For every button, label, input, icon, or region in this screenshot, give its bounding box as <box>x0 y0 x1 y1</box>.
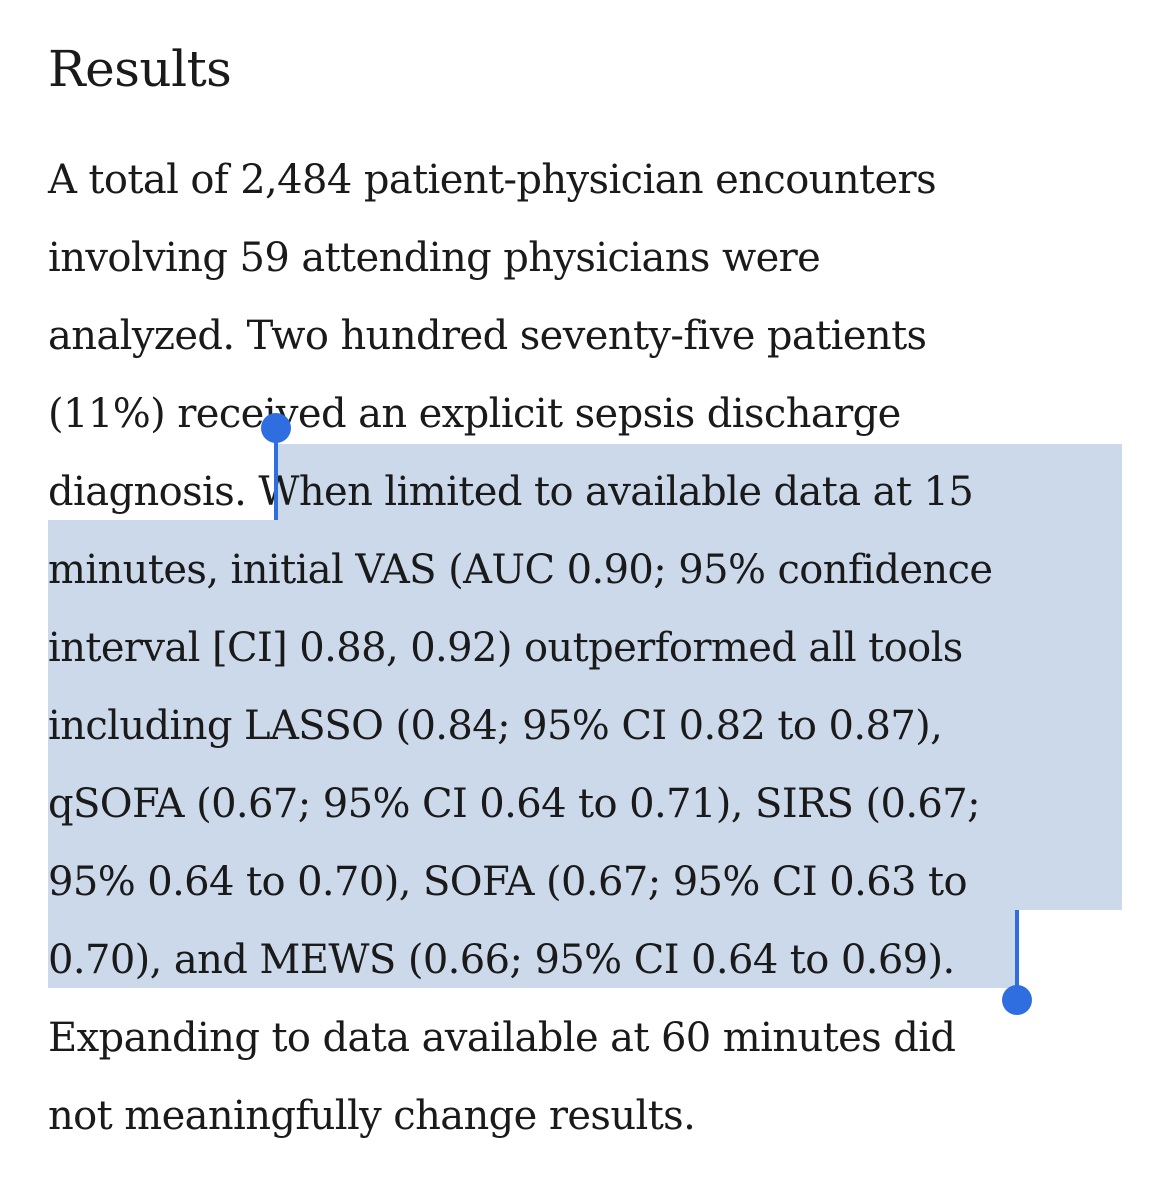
paragraph-line[interactable]: diagnosis. When limited to available dat… <box>48 469 974 515</box>
selection-highlight-middle <box>48 520 1122 910</box>
paragraph-line[interactable]: Expanding to data available at 60 minute… <box>48 1015 956 1061</box>
section-heading: Results <box>48 40 232 98</box>
paragraph-line[interactable]: analyzed. Two hundred seventy-five patie… <box>48 313 927 359</box>
selection-end-handle-bar[interactable] <box>1015 910 1019 990</box>
paragraph-line[interactable]: involving 59 attending physicians were <box>48 235 821 281</box>
paragraph-line[interactable]: minutes, initial VAS (AUC 0.90; 95% conf… <box>48 547 993 593</box>
selection-highlight-line-1 <box>278 444 1122 520</box>
selection-highlight-last-line <box>48 910 1018 988</box>
paragraph-line[interactable]: interval [CI] 0.88, 0.92) outperformed a… <box>48 625 963 671</box>
selection-start-handle-bar[interactable] <box>274 432 278 520</box>
paragraph-line[interactable]: (11%) received an explicit sepsis discha… <box>48 391 901 437</box>
paragraph-line[interactable]: including LASSO (0.84; 95% CI 0.82 to 0.… <box>48 703 943 749</box>
paragraph-line[interactable]: qSOFA (0.67; 95% CI 0.64 to 0.71), SIRS … <box>48 781 981 827</box>
paragraph-line[interactable]: not meaningfully change results. <box>48 1093 696 1139</box>
paragraph-line[interactable]: 0.70), and MEWS (0.66; 95% CI 0.64 to 0.… <box>48 937 955 983</box>
paragraph-line[interactable]: A total of 2,484 patient-physician encou… <box>48 157 937 203</box>
selection-end-handle-knob[interactable] <box>1002 985 1032 1015</box>
paragraph-line[interactable]: 95% 0.64 to 0.70), SOFA (0.67; 95% CI 0.… <box>48 859 968 905</box>
